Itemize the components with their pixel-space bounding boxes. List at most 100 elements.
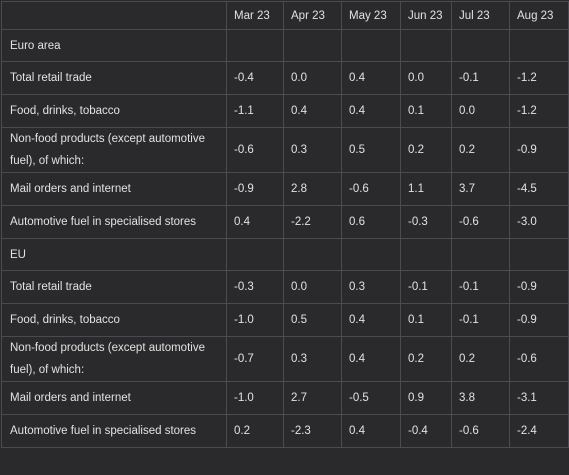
value-cell: -3.1 — [509, 381, 569, 415]
value-cell: 0.2 — [226, 414, 284, 448]
table-row: Total retail trade -0.3 0.0 0.3 -0.1 -0.1 -0.9 — [1, 270, 569, 304]
row-label: Total retail trade — [1, 270, 227, 304]
table-row: Non-food products (except automotive fue… — [1, 127, 569, 173]
value-cell: 0.2 — [400, 127, 452, 173]
table-row: Mail orders and internet -0.9 2.8 -0.6 1.1 3.… — [1, 172, 569, 206]
value-cell: -0.5 — [341, 381, 401, 415]
row-label: Food, drinks, tobacco — [1, 303, 227, 337]
value-cell: -0.6 — [451, 414, 510, 448]
value-cell: 0.4 — [341, 303, 401, 337]
row-label: Non-food products (except automotive fue… — [1, 127, 227, 173]
row-label: Food, drinks, tobacco — [1, 94, 227, 128]
value-cell — [341, 238, 401, 271]
value-cell: -0.6 — [509, 336, 569, 382]
value-cell: 3.7 — [451, 172, 510, 206]
value-cell: 0.0 — [283, 61, 342, 95]
value-cell: -1.1 — [226, 94, 284, 128]
value-cell: -0.9 — [509, 127, 569, 173]
value-cell: 0.5 — [283, 303, 342, 337]
table-row: Automotive fuel in specialised stores 0.2… — [1, 414, 569, 448]
value-cell: 0.2 — [400, 336, 452, 382]
value-cell: 0.6 — [341, 205, 401, 239]
value-cell: -0.1 — [451, 303, 510, 337]
row-label: Automotive fuel in specialised stores — [1, 205, 227, 239]
column-header: Jul 23 — [451, 1, 510, 30]
column-header: Apr 23 — [283, 1, 342, 30]
value-cell: 0.4 — [226, 205, 284, 239]
value-cell: -4.5 — [509, 172, 569, 206]
table-row: Food, drinks, tobacco -1.0 0.5 0.4 0.1 -0.1 -0… — [1, 303, 569, 337]
value-cell: -1.2 — [509, 94, 569, 128]
value-cell: -2.2 — [283, 205, 342, 239]
value-cell: 0.5 — [341, 127, 401, 173]
row-label: Non-food products (except automotive fue… — [1, 336, 227, 382]
value-cell: 0.3 — [283, 127, 342, 173]
value-cell: -0.4 — [400, 414, 452, 448]
value-cell: 0.1 — [400, 303, 452, 337]
value-cell: -0.4 — [226, 61, 284, 95]
value-cell: 0.0 — [451, 94, 510, 128]
table-row: Non-food products (except automotive fue… — [1, 336, 569, 382]
value-cell — [509, 29, 569, 62]
value-cell: 0.9 — [400, 381, 452, 415]
column-header: Mar 23 — [226, 1, 284, 30]
value-cell: 3.8 — [451, 381, 510, 415]
row-label: Automotive fuel in specialised stores — [1, 414, 227, 448]
section-header-row: EU — [1, 238, 569, 271]
value-cell: 0.4 — [283, 94, 342, 128]
value-cell: -0.3 — [400, 205, 452, 239]
value-cell: 1.1 — [400, 172, 452, 206]
value-cell: -0.6 — [341, 172, 401, 206]
value-cell: -0.9 — [509, 303, 569, 337]
value-cell: -0.3 — [226, 270, 284, 304]
value-cell: 0.0 — [283, 270, 342, 304]
header-row: Mar 23 Apr 23 May 23 Jun 23 Jul 23 Aug 23 — [1, 1, 569, 30]
value-cell: 0.4 — [341, 94, 401, 128]
value-cell: -1.0 — [226, 381, 284, 415]
value-cell: -0.6 — [451, 205, 510, 239]
row-label: Mail orders and internet — [1, 172, 227, 206]
value-cell — [283, 238, 342, 271]
value-cell — [400, 238, 452, 271]
value-cell: 2.7 — [283, 381, 342, 415]
value-cell: 0.4 — [341, 414, 401, 448]
table-row: Automotive fuel in specialised stores 0.4… — [1, 205, 569, 239]
retail-trade-table: Mar 23 Apr 23 May 23 Jun 23 Jul 23 Aug 23 Eur… — [1, 1, 569, 448]
column-header: Aug 23 — [509, 1, 569, 30]
value-cell: 0.2 — [451, 336, 510, 382]
value-cell: 0.3 — [341, 270, 401, 304]
value-cell: -0.9 — [509, 270, 569, 304]
value-cell: -0.1 — [400, 270, 452, 304]
row-label: Total retail trade — [1, 61, 227, 95]
value-cell: -0.6 — [226, 127, 284, 173]
value-cell — [400, 29, 452, 62]
value-cell: -0.9 — [226, 172, 284, 206]
value-cell: 0.4 — [341, 336, 401, 382]
value-cell: -3.0 — [509, 205, 569, 239]
value-cell: 0.4 — [341, 61, 401, 95]
value-cell: -2.3 — [283, 414, 342, 448]
value-cell — [226, 29, 284, 62]
table-row: Food, drinks, tobacco -1.1 0.4 0.4 0.1 0.0 -1.… — [1, 94, 569, 128]
value-cell: 0.0 — [400, 61, 452, 95]
value-cell: 0.2 — [451, 127, 510, 173]
value-cell: -0.7 — [226, 336, 284, 382]
value-cell — [509, 238, 569, 271]
section-label: EU — [1, 238, 227, 271]
table-row: Total retail trade -0.4 0.0 0.4 0.0 -0.1 -1.2 — [1, 61, 569, 95]
value-cell — [451, 29, 510, 62]
value-cell: -1.2 — [509, 61, 569, 95]
table-body: Euro area Total retail trade -0.4 0.0 0.4 0.0… — [1, 29, 569, 448]
header-corner-cell — [1, 1, 227, 30]
value-cell: -2.4 — [509, 414, 569, 448]
value-cell: -1.0 — [226, 303, 284, 337]
value-cell — [226, 238, 284, 271]
column-header: Jun 23 — [400, 1, 452, 30]
value-cell — [451, 238, 510, 271]
value-cell: -0.1 — [451, 61, 510, 95]
value-cell: -0.1 — [451, 270, 510, 304]
row-label: Mail orders and internet — [1, 381, 227, 415]
section-header-row: Euro area — [1, 29, 569, 62]
value-cell: 0.3 — [283, 336, 342, 382]
value-cell: 0.1 — [400, 94, 452, 128]
